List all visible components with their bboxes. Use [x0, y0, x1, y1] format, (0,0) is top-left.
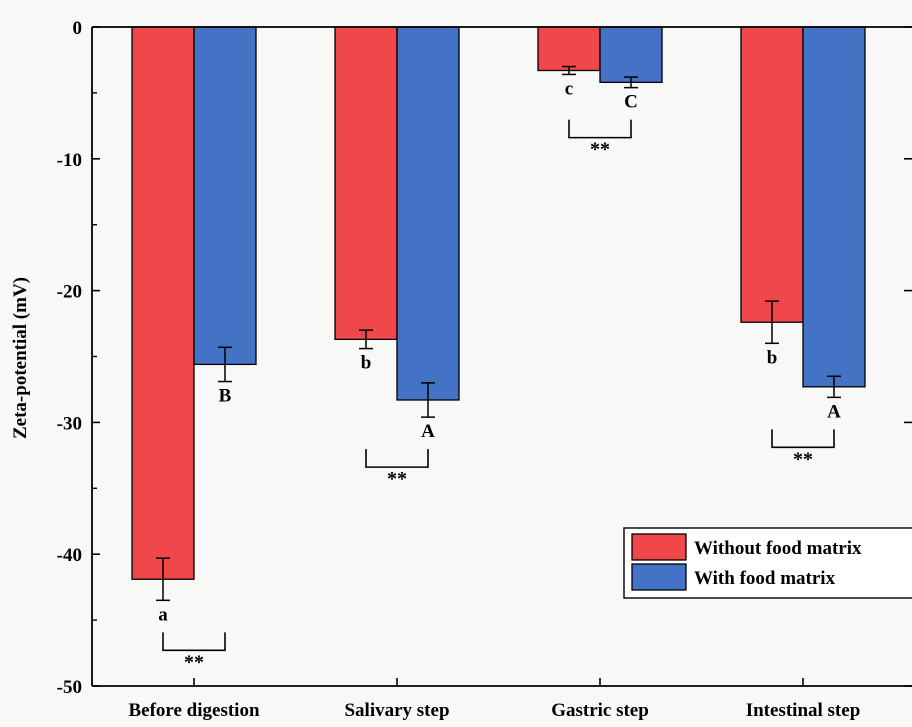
- legend-label: Without food matrix: [694, 538, 862, 559]
- error-bar: [624, 76, 638, 89]
- bracket-line: [365, 449, 429, 468]
- significance-letter: b: [767, 347, 778, 368]
- legend: Without food matrix With food matrix: [623, 527, 912, 599]
- bar: [802, 26, 866, 388]
- error-bar: [156, 557, 170, 602]
- legend-label: With food matrix: [694, 568, 836, 589]
- bar: [131, 26, 195, 580]
- x-tick-label: Salivary step: [344, 700, 449, 721]
- bar: [537, 26, 601, 72]
- y-tick-label: -40: [57, 545, 82, 566]
- bar: [334, 26, 398, 341]
- y-tick-label: 0: [73, 18, 83, 39]
- y-tick-label: -30: [57, 413, 82, 434]
- bar: [396, 26, 460, 401]
- bracket-line: [162, 632, 226, 652]
- significance-bracket: **: [365, 449, 429, 490]
- error-bar: [421, 382, 435, 418]
- error-bar: [218, 346, 232, 383]
- legend-swatch: [631, 563, 687, 591]
- bracket-line: [568, 119, 632, 139]
- x-tick-label: Intestinal step: [746, 700, 861, 721]
- plot-area: a b c b B A C A ** ** ** ** 0 -10 -20 -30 -40 -50 Before d…: [57, 18, 912, 721]
- y-tick-label: -10: [57, 150, 82, 171]
- y-axis-title: Zeta-potential (mV): [10, 277, 31, 439]
- bar: [193, 26, 257, 366]
- error-bar: [562, 65, 576, 76]
- error-bar: [765, 300, 779, 345]
- significance-letter: C: [624, 92, 638, 113]
- significance-stars: **: [793, 448, 813, 470]
- y-tick-label: -50: [57, 677, 82, 698]
- significance-letter: B: [219, 386, 232, 407]
- significance-bracket: **: [771, 429, 835, 470]
- error-bar: [827, 375, 841, 399]
- y-tick-label: -20: [57, 282, 82, 303]
- significance-letter: b: [361, 353, 372, 374]
- significance-bracket: **: [162, 632, 226, 673]
- bar: [599, 26, 663, 84]
- error-bar: [359, 329, 373, 350]
- significance-stars: **: [387, 468, 407, 490]
- x-tick-label: Before digestion: [128, 700, 259, 721]
- significance-letter: A: [421, 421, 435, 442]
- significance-stars: **: [590, 139, 610, 161]
- bar: [740, 26, 804, 323]
- significance-bracket: **: [568, 119, 632, 161]
- significance-letter: a: [158, 604, 168, 625]
- significance-letter: c: [565, 78, 573, 99]
- significance-stars: **: [184, 651, 204, 673]
- bracket-line: [771, 429, 835, 449]
- significance-letter: A: [827, 401, 841, 422]
- legend-swatch: [631, 533, 687, 561]
- x-tick-label: Gastric step: [551, 700, 649, 721]
